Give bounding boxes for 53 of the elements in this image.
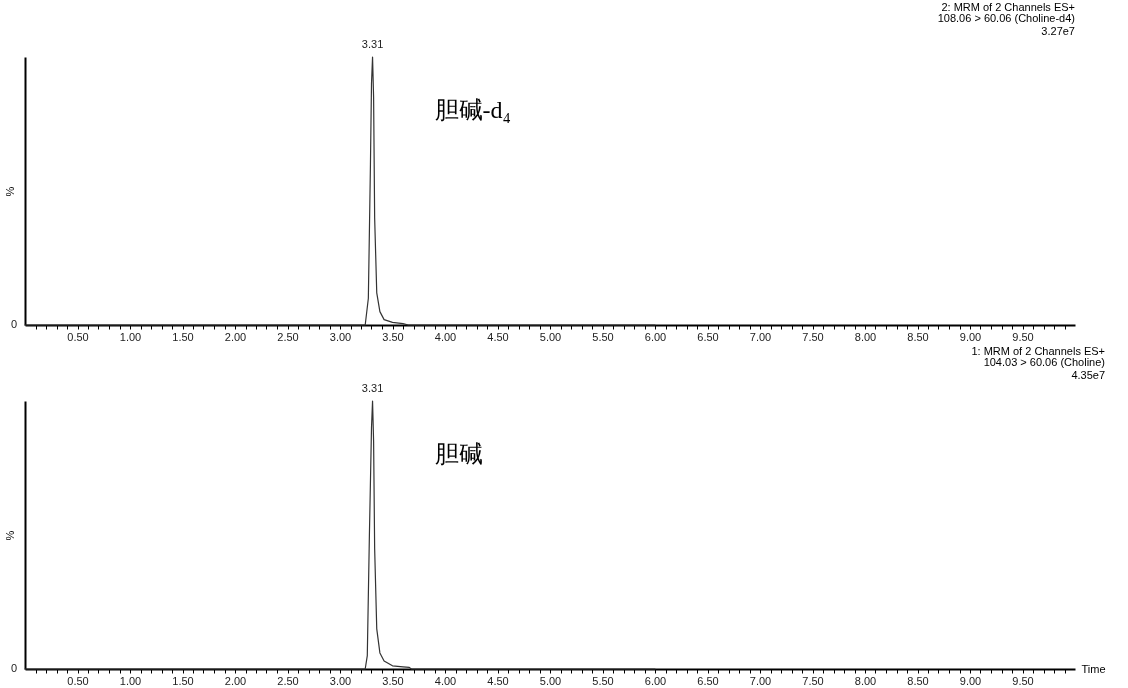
x-tick-label: 2.50 xyxy=(277,674,299,687)
x-tick-label: 3.00 xyxy=(329,330,352,343)
x-tick-label: 7.50 xyxy=(802,674,824,687)
text: 3.27e7 xyxy=(1041,25,1075,37)
x-tick-label: 4.00 xyxy=(434,330,457,343)
x-tick-label: 5.00 xyxy=(539,330,562,343)
x-tick-label: 1.00 xyxy=(119,674,142,687)
text: 4.35e7 xyxy=(1071,369,1106,381)
x-tick-label: 3.50 xyxy=(382,674,404,687)
x-tick-label: 6.00 xyxy=(644,674,667,687)
x-tick-label: 8.50 xyxy=(907,330,929,343)
text: 0 xyxy=(10,662,17,674)
x-tick-label: 0.50 xyxy=(67,674,89,687)
x-tick-label: 5.00 xyxy=(539,674,562,687)
x-tick-label: 8.50 xyxy=(907,674,929,687)
x-tick-label: 0.50 xyxy=(67,330,89,343)
x-tick-label: 6.50 xyxy=(697,330,719,343)
x-tick-label: 9.50 xyxy=(1012,674,1034,687)
x-tick-label: 3.50 xyxy=(382,330,404,343)
x-tick-label: 7.00 xyxy=(749,674,772,687)
x-tick-label: 7.00 xyxy=(749,330,772,343)
x-tick-label: 6.00 xyxy=(644,330,667,343)
x-tick-label: 8.00 xyxy=(854,674,877,687)
text: 104.03 > 60.06 (Choline) xyxy=(983,356,1106,368)
chart-title: 2: MRM of 2 Channels ES+ xyxy=(941,1,1075,13)
x-tick-label: 5.50 xyxy=(592,674,614,687)
annotation: 3.31 xyxy=(361,38,384,50)
y-axis-title: % xyxy=(3,186,16,197)
x-tick-label: 8.00 xyxy=(854,330,877,343)
x-tick-label: 9.50 xyxy=(1012,330,1034,343)
chart-title: 1: MRM of 2 Channels ES+ xyxy=(971,345,1106,357)
x-tick-label: 2.50 xyxy=(277,330,299,343)
x-tick-label: 7.50 xyxy=(802,330,824,343)
x-tick-label: 5.50 xyxy=(592,330,614,343)
x-tick-label: 2.00 xyxy=(224,330,247,343)
x-axis-title: Time xyxy=(1081,662,1106,675)
x-tick-label: 9.00 xyxy=(959,674,982,687)
x-tick-label: 4.50 xyxy=(487,330,509,343)
x-tick-label: 3.00 xyxy=(329,674,352,687)
x-tick-label: 6.50 xyxy=(697,674,719,687)
x-tick-label: 1.00 xyxy=(119,330,142,343)
x-tick-label: 2.00 xyxy=(224,674,247,687)
x-tick-label: 9.00 xyxy=(959,330,982,343)
y-axis-title: % xyxy=(3,530,16,541)
x-tick-label: 1.50 xyxy=(172,330,194,343)
text: 108.06 > 60.06 (Choline-d4) xyxy=(937,12,1075,24)
x-tick-label: 4.00 xyxy=(434,674,457,687)
text: 0 xyxy=(10,318,17,330)
annotation: 胆碱-d₄ xyxy=(434,96,511,123)
x-tick-label: 1.50 xyxy=(172,674,194,687)
annotation: 胆碱 xyxy=(434,440,483,467)
annotation: 3.31 xyxy=(361,382,384,394)
x-tick-label: 4.50 xyxy=(487,674,509,687)
